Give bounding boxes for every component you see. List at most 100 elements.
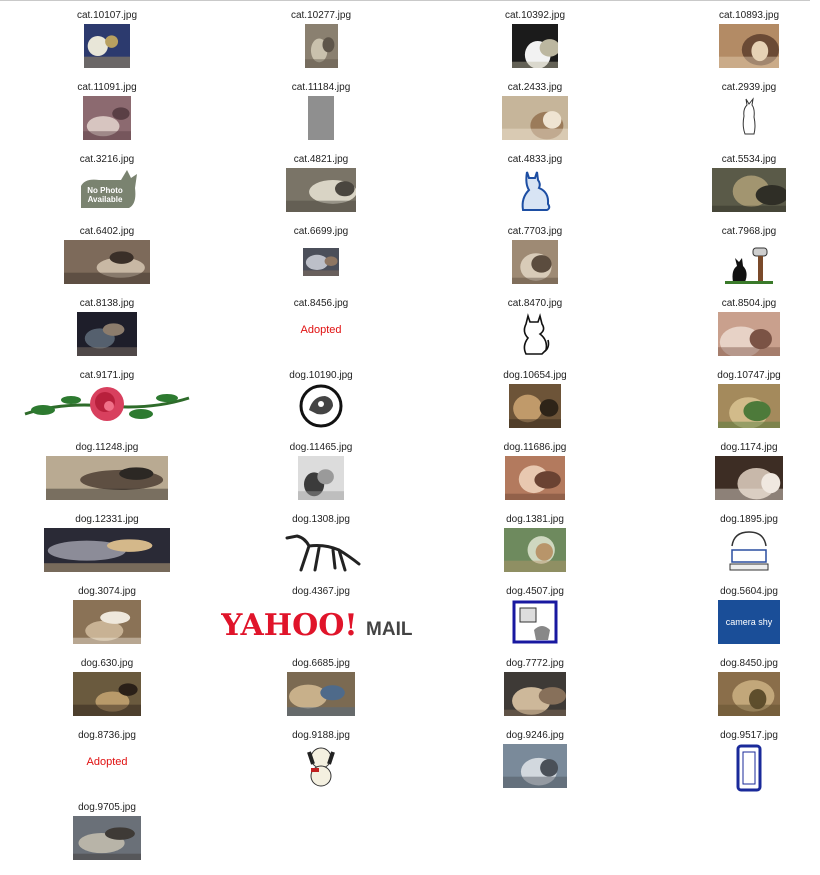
thumbnail-image[interactable]: [73, 600, 141, 644]
thumbnail-image[interactable]: [77, 312, 137, 356]
thumbnail-image[interactable]: [512, 240, 558, 284]
photo-graphic: [718, 672, 780, 716]
file-name-label: dog.1381.jpg: [506, 514, 564, 525]
thumbnail-image[interactable]: [504, 528, 566, 572]
file-name-label: cat.10893.jpg: [718, 10, 780, 21]
thumbnail-image[interactable]: [503, 744, 567, 788]
file-name-label: cat.9171.jpg: [79, 370, 135, 381]
photo-graphic: [503, 744, 567, 788]
thumbnail-image[interactable]: [83, 96, 131, 140]
thumbnail-image[interactable]: [719, 24, 779, 68]
thumbnail-image[interactable]: YAHOO! MAIL: [221, 604, 421, 640]
thumbnail-image[interactable]: [718, 672, 780, 716]
photo-graphic: [304, 24, 338, 68]
photo-graphic: [286, 168, 356, 212]
thumbnail-image[interactable]: [502, 96, 568, 140]
thumbnail-image[interactable]: camera shy: [718, 600, 780, 644]
thumbnail-image[interactable]: [715, 456, 783, 500]
thumbnail-image[interactable]: [509, 384, 561, 428]
thumbnail-image[interactable]: [736, 744, 762, 792]
file-name-label: dog.1895.jpg: [720, 514, 778, 525]
file-name-label: dog.9705.jpg: [78, 802, 136, 813]
file-name-label: dog.9246.jpg: [506, 730, 564, 741]
thumbnail-image[interactable]: [286, 168, 356, 212]
file-name-label: dog.1308.jpg: [292, 514, 350, 525]
photo-graphic: [84, 24, 130, 68]
photo-graphic: [712, 168, 786, 212]
dog-frame-drawing-icon: [512, 600, 558, 644]
photo-graphic: [504, 528, 566, 572]
thumbnail-image[interactable]: [303, 248, 339, 276]
thumbnail-image[interactable]: [515, 168, 555, 212]
thumbnail-image[interactable]: [738, 96, 760, 140]
thumbnail-image[interactable]: [518, 312, 552, 356]
camera-shy-label: camera shy: [725, 617, 773, 627]
file-name-label: cat.2433.jpg: [507, 82, 563, 93]
photo-graphic: [512, 240, 558, 284]
thumbnail-image[interactable]: [504, 672, 566, 716]
file-name-label: dog.4507.jpg: [506, 586, 564, 597]
thumbnail-image[interactable]: [84, 24, 130, 68]
photo-graphic: [718, 312, 780, 356]
cat-outline-drawing-icon: [523, 313, 550, 355]
thumbnail-image[interactable]: [512, 600, 558, 644]
photo-graphic: [505, 456, 565, 500]
photo-graphic: [46, 456, 168, 500]
photo-graphic: [73, 672, 141, 716]
thumbnail-image[interactable]: [279, 528, 363, 572]
file-name-label: dog.630.jpg: [80, 658, 134, 669]
thumbnail-image[interactable]: Adopted: [291, 324, 351, 340]
file-name-label: cat.11184.jpg: [291, 82, 351, 93]
photo-coming-soon-icon: [729, 531, 769, 571]
greyhound-drawing-icon: [285, 534, 361, 572]
file-name-label: dog.7772.jpg: [506, 658, 564, 669]
file-name-label: cat.2939.jpg: [721, 82, 777, 93]
thumbnail-image[interactable]: [299, 384, 343, 428]
thumbnail-image[interactable]: [718, 312, 780, 356]
thumbnail-image[interactable]: [308, 96, 334, 140]
no-photo-icon: [81, 170, 137, 208]
file-name-label: cat.4833.jpg: [507, 154, 563, 165]
file-name-label: dog.10747.jpg: [717, 370, 781, 381]
thumbnail-image[interactable]: [64, 240, 150, 284]
thumbnail-image[interactable]: [512, 24, 558, 68]
thumbnail-image[interactable]: [304, 24, 338, 68]
thumbnail-image[interactable]: [725, 240, 773, 284]
thumbnail-image[interactable]: [46, 456, 168, 500]
file-name-label: dog.1174.jpg: [720, 442, 778, 453]
file-name-label: cat.11091.jpg: [77, 82, 137, 93]
photo-graphic: [287, 672, 355, 716]
yahoo-logo-text: YAHOO!: [221, 608, 358, 640]
file-name-label: cat.7703.jpg: [507, 226, 563, 237]
file-name-label: dog.9517.jpg: [720, 730, 778, 741]
thumbnail-image[interactable]: [303, 744, 339, 788]
thumbnail-image[interactable]: [21, 384, 193, 428]
file-name-label: dog.11686.jpg: [503, 442, 567, 453]
thumbnail-image[interactable]: [73, 816, 141, 860]
file-name-label: cat.4821.jpg: [293, 154, 349, 165]
thumbnail-image[interactable]: [726, 528, 772, 572]
file-name-label: cat.8470.jpg: [507, 298, 563, 309]
thumbnail-image[interactable]: No Photo Available: [75, 168, 139, 212]
photo-graphic: [73, 816, 141, 860]
thumbnail-image[interactable]: [44, 528, 170, 572]
file-name-label: cat.6699.jpg: [293, 226, 349, 237]
thumbnail-image[interactable]: [718, 384, 780, 428]
thumbnail-image[interactable]: [298, 456, 344, 500]
file-name-label: dog.6685.jpg: [292, 658, 350, 669]
thumbnail-image[interactable]: [287, 672, 355, 716]
thumbnail-image[interactable]: [505, 456, 565, 500]
thumbnail-image[interactable]: Adopted: [77, 756, 137, 772]
file-name-label: dog.8736.jpg: [78, 730, 136, 741]
thumbnail-image[interactable]: [73, 672, 141, 716]
file-name-label: dog.8450.jpg: [720, 658, 778, 669]
yahoo-mail-logo: YAHOO! MAIL: [221, 608, 412, 640]
photo-graphic: [719, 24, 779, 68]
file-name-label: cat.8138.jpg: [79, 298, 135, 309]
photo-graphic: [509, 384, 561, 428]
blue-frame-icon: [736, 744, 762, 792]
thumbnail-image[interactable]: [712, 168, 786, 212]
file-name-label: cat.3216.jpg: [79, 154, 135, 165]
photo-graphic: [44, 528, 170, 572]
file-name-label: dog.4367.jpg: [292, 586, 350, 597]
